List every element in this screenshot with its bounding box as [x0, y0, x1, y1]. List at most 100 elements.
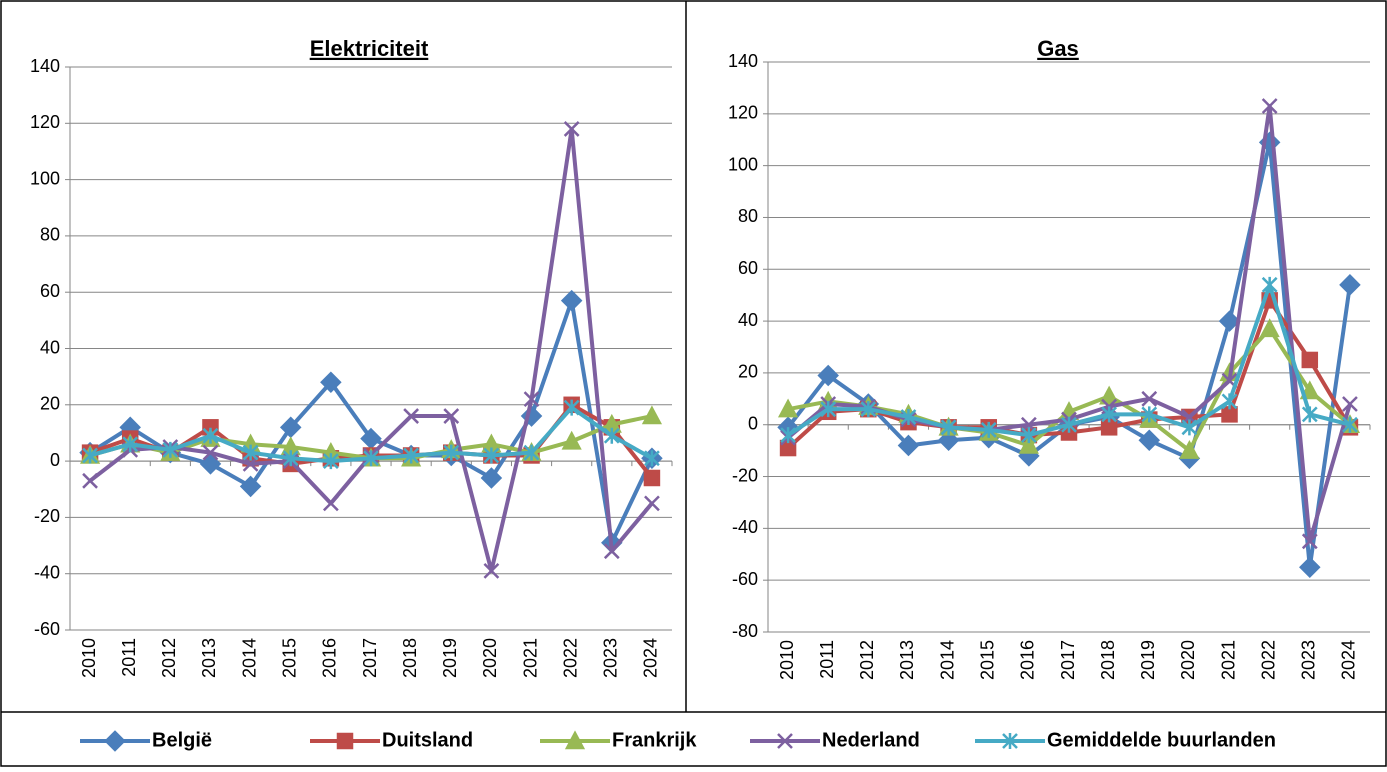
data-point	[603, 427, 620, 444]
data-point	[1218, 310, 1241, 332]
data-point	[82, 472, 98, 489]
data-point	[897, 434, 920, 457]
data-point	[561, 430, 582, 450]
data-point	[480, 467, 503, 489]
x-tick-label: 2010	[777, 640, 797, 680]
x-tick-label: 2014	[937, 640, 957, 680]
data-point	[940, 419, 957, 436]
data-point	[1018, 434, 1039, 454]
y-tick-label: -60	[732, 569, 758, 589]
data-point	[1221, 393, 1238, 410]
y-tick-label: 100	[728, 154, 758, 174]
y-tick-label: 120	[728, 103, 758, 123]
data-point	[641, 405, 663, 425]
chart-title: Elektriciteit	[310, 36, 429, 61]
legend-marker	[104, 730, 126, 752]
data-point	[1221, 406, 1238, 423]
data-point	[282, 450, 299, 467]
legend-label: Nederland	[822, 729, 920, 751]
x-tick-label: 2014	[239, 638, 259, 678]
y-tick-label: -40	[34, 562, 60, 582]
data-point	[279, 416, 302, 439]
x-tick-label: 2011	[817, 640, 837, 679]
legend-marker	[564, 730, 586, 750]
data-point	[443, 444, 460, 461]
data-point	[644, 495, 660, 512]
legend-marker	[336, 732, 354, 750]
data-point	[1061, 416, 1077, 433]
data-point	[322, 495, 339, 512]
y-tick-label: 20	[738, 362, 758, 382]
y-tick-label: 140	[728, 51, 758, 71]
y-tick-label: 140	[30, 56, 60, 76]
data-point	[603, 543, 620, 560]
data-point	[1342, 416, 1358, 433]
legend-label: Frankrijk	[612, 729, 697, 751]
data-point	[1301, 351, 1319, 369]
data-point	[1299, 556, 1321, 578]
series-line	[786, 140, 1352, 570]
data-point	[817, 364, 839, 387]
x-tick-label: 2012	[159, 638, 179, 678]
x-tick-label: 2019	[440, 638, 460, 678]
x-tick-label: 2022	[560, 638, 580, 678]
y-tick-label: 60	[738, 258, 758, 278]
data-point	[483, 563, 500, 579]
y-tick-label: 120	[30, 112, 60, 132]
data-point	[1141, 406, 1158, 423]
legend-marker	[777, 733, 793, 749]
data-point	[1099, 385, 1120, 405]
data-point	[1020, 427, 1037, 444]
data-point	[202, 427, 219, 444]
data-point	[820, 401, 837, 418]
data-point	[644, 450, 660, 467]
x-tick-label: 2017	[360, 638, 380, 678]
x-tick-label: 2021	[1218, 640, 1238, 680]
x-tick-label: 2022	[1258, 640, 1278, 680]
data-point	[937, 429, 960, 452]
y-tick-label: -20	[34, 506, 60, 526]
data-point	[1181, 419, 1198, 436]
x-tick-label: 2017	[1058, 640, 1078, 680]
data-point	[122, 436, 139, 453]
data-point	[563, 121, 580, 137]
data-point	[523, 391, 540, 408]
data-point	[1259, 318, 1280, 338]
x-tick-label: 2018	[1098, 640, 1118, 680]
chart-title: Gas	[1037, 36, 1079, 61]
x-tick-label: 2023	[601, 638, 621, 678]
data-point	[1299, 380, 1320, 400]
x-tick-label: 2011	[119, 638, 139, 677]
legend-label: België	[152, 729, 212, 751]
data-point	[980, 421, 997, 438]
y-tick-label: 40	[738, 310, 758, 330]
data-point	[242, 444, 259, 461]
y-tick-label: -40	[732, 517, 758, 537]
x-tick-label: 2015	[977, 640, 997, 680]
data-point	[403, 408, 420, 424]
y-tick-label: 40	[40, 337, 60, 357]
data-point	[523, 444, 540, 461]
data-point	[643, 469, 661, 487]
y-tick-label: 80	[40, 225, 60, 245]
y-tick-label: 0	[748, 413, 758, 433]
data-point	[82, 447, 98, 464]
series-line	[88, 126, 654, 573]
x-tick-label: 2012	[857, 640, 877, 680]
x-tick-label: 2024	[641, 638, 661, 678]
y-tick-label: 60	[40, 281, 60, 301]
data-point	[777, 398, 799, 418]
data-point	[563, 399, 580, 416]
data-point	[900, 408, 917, 425]
data-point	[1141, 390, 1158, 407]
data-point	[1339, 274, 1361, 296]
y-tick-label: -60	[34, 619, 60, 639]
data-point	[1261, 98, 1278, 114]
data-point	[1138, 429, 1161, 452]
data-point	[320, 371, 342, 394]
x-tick-label: 2015	[279, 638, 299, 678]
x-tick-label: 2018	[400, 638, 420, 678]
legend-marker	[1002, 733, 1018, 749]
